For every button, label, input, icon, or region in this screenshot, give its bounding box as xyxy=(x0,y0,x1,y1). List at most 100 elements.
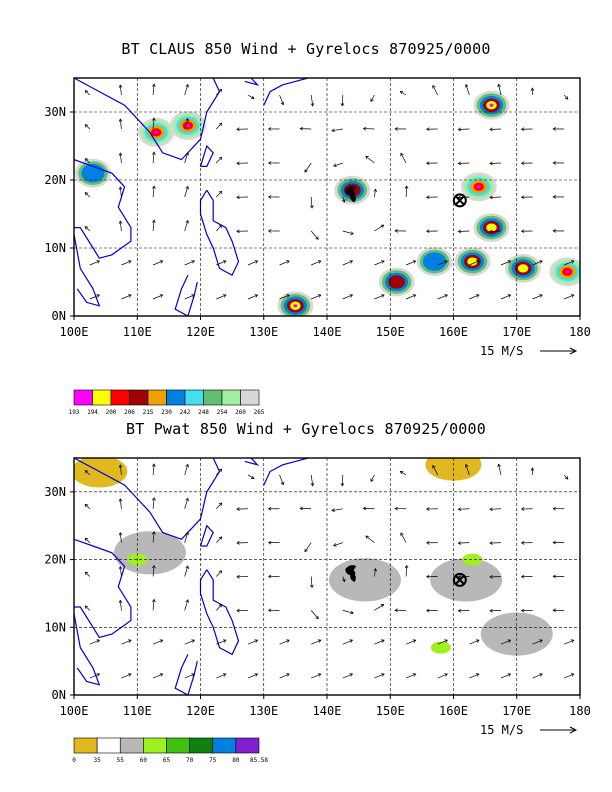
wind-vector xyxy=(563,474,569,480)
colorbar-label: 265 xyxy=(254,409,265,416)
wind-vector xyxy=(184,464,189,476)
wind-vector-head xyxy=(520,574,525,579)
wind-vector-head xyxy=(507,294,512,298)
wind-vector xyxy=(184,118,189,130)
wind-vector xyxy=(184,152,189,164)
wind-vector xyxy=(84,605,91,611)
wind-vector xyxy=(247,474,255,479)
wind-vector-head xyxy=(342,578,346,583)
wind-vector-head xyxy=(152,463,156,467)
x-tick-label: 140E xyxy=(313,704,342,718)
wind-vector xyxy=(279,673,290,679)
wind-vector-head xyxy=(185,599,189,603)
wind-vector-head xyxy=(185,463,189,468)
x-tick-label: 120E xyxy=(186,325,215,339)
wind-vector xyxy=(84,504,91,510)
wind-vector-head xyxy=(552,540,556,545)
colorbar-label: 248 xyxy=(198,409,209,416)
wind-vector xyxy=(279,294,290,300)
wind-vector xyxy=(469,639,480,645)
wind-vector-head xyxy=(552,161,556,165)
wind-vector-head xyxy=(333,163,337,168)
wind-vector xyxy=(84,90,91,96)
x-tick-label: 110E xyxy=(123,325,152,339)
wind-vector xyxy=(374,639,385,645)
wind-vector-head xyxy=(254,673,259,677)
colorbar-swatch xyxy=(96,737,121,754)
wind-vector-head xyxy=(118,498,123,502)
wind-vector xyxy=(184,186,189,198)
wind-vector xyxy=(469,260,480,266)
colorbar-swatch xyxy=(221,389,241,406)
circled-cross-icon xyxy=(452,572,467,587)
wind-vector xyxy=(374,604,384,611)
shaded-contour xyxy=(517,264,529,273)
wind-vector xyxy=(119,600,122,611)
wind-vector-head xyxy=(412,673,417,677)
wind-vector xyxy=(432,85,439,96)
wind-vector-head xyxy=(457,161,462,166)
coastline xyxy=(263,78,309,106)
coastline xyxy=(270,315,272,316)
wind-vector xyxy=(500,260,511,266)
wind-vector xyxy=(84,571,91,577)
x-tick-label: 160E xyxy=(439,325,468,339)
shaded-contour xyxy=(489,103,494,107)
wind-vector-head xyxy=(96,639,101,643)
wind-vector-head xyxy=(475,294,480,298)
wind-vector xyxy=(458,508,470,510)
colorbar-label: 254 xyxy=(217,409,228,416)
wind-vector xyxy=(152,152,155,164)
x-tick-label: 130E xyxy=(249,704,278,718)
wind-vector xyxy=(310,474,314,486)
wind-vector xyxy=(119,220,122,232)
colorbar-swatch xyxy=(119,737,144,754)
wind-vector xyxy=(184,84,189,96)
wind-vector xyxy=(400,91,407,96)
wind-vector xyxy=(216,122,222,130)
wind-vector-head xyxy=(159,260,164,264)
wind-vector-head xyxy=(118,84,123,88)
wind-vector xyxy=(184,599,189,611)
wind-vector xyxy=(458,128,470,130)
wind-vector-head xyxy=(489,229,493,234)
wind-vector-head xyxy=(381,260,385,264)
wind-vector xyxy=(489,230,501,232)
wind-vector-head xyxy=(218,224,223,229)
wind-vector-head xyxy=(412,639,417,643)
wind-vector-head xyxy=(349,294,354,298)
wind-vector xyxy=(564,294,574,300)
wind-vector-head xyxy=(317,673,322,677)
wind-vector-head xyxy=(299,126,303,131)
wind-vector-head xyxy=(520,127,525,132)
wind-vector-head xyxy=(310,584,314,589)
wind-vector-head xyxy=(267,574,272,579)
wind-vector-head xyxy=(394,127,398,131)
colorbar-label: 85.58 xyxy=(250,757,268,764)
wind-vector-head xyxy=(286,260,290,264)
wind-vector xyxy=(84,192,91,198)
wind-vector xyxy=(437,639,448,645)
x-tick-label: 160E xyxy=(439,704,468,718)
wind-vector-head xyxy=(552,127,556,131)
wind-vector-head xyxy=(370,98,374,103)
wind-vector xyxy=(370,94,375,102)
wind-vector-head xyxy=(84,124,89,128)
wind-vector xyxy=(311,260,321,266)
coastline xyxy=(244,78,260,86)
wind-vector xyxy=(279,639,290,645)
wind-vector xyxy=(465,84,470,96)
wind-vector xyxy=(216,604,222,611)
colorbar-swatch xyxy=(203,389,223,406)
colorbar-label: 80 xyxy=(232,757,240,764)
wind-vector xyxy=(564,260,574,266)
wind-vector-head xyxy=(552,574,556,579)
wind-vector-head xyxy=(539,294,543,298)
shaded-contour xyxy=(154,130,159,134)
shaded-contour xyxy=(422,252,447,271)
colorbar-swatch xyxy=(110,389,130,406)
wind-vector-head xyxy=(457,507,462,512)
coastline xyxy=(263,458,309,486)
circled-cross-icon-mark xyxy=(455,195,465,206)
wind-vector xyxy=(532,639,543,645)
